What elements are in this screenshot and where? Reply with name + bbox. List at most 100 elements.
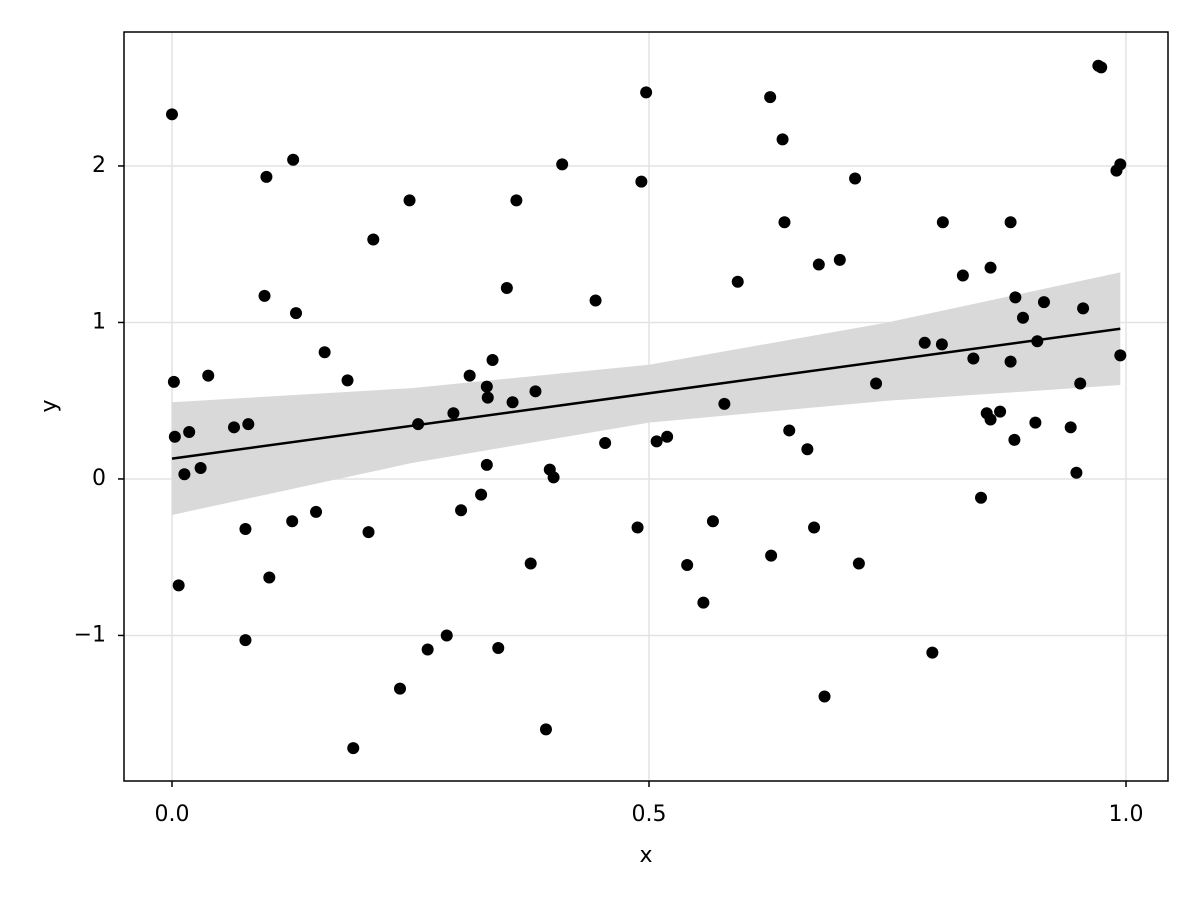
point [1095, 61, 1108, 74]
point [202, 369, 215, 382]
point [984, 413, 997, 426]
point [318, 346, 331, 359]
point [529, 385, 542, 398]
y-tick-label: 0 [92, 466, 106, 491]
point [539, 723, 552, 736]
x-tick-label: 0.0 [154, 802, 189, 827]
point [833, 253, 846, 266]
point [778, 216, 791, 229]
point [228, 421, 241, 434]
point [239, 634, 252, 647]
point [510, 194, 523, 207]
point [1004, 355, 1017, 368]
point [287, 153, 300, 166]
point [918, 336, 931, 349]
point [631, 521, 644, 534]
point [421, 643, 434, 656]
point [172, 579, 185, 592]
x-tick-label: 0.5 [632, 802, 667, 827]
point [239, 523, 252, 536]
point [1114, 349, 1127, 362]
point [260, 170, 273, 183]
point [731, 275, 744, 288]
point [1029, 416, 1042, 429]
point [1008, 433, 1021, 446]
point [1016, 311, 1029, 324]
point [1031, 335, 1044, 348]
point [926, 646, 939, 659]
y-tick-label: 2 [92, 153, 106, 178]
point [168, 430, 181, 443]
point [661, 430, 674, 443]
point [994, 405, 1007, 418]
point [394, 682, 407, 695]
point [194, 462, 207, 475]
point [650, 435, 663, 448]
point [440, 629, 453, 642]
point [347, 742, 360, 755]
point [1009, 291, 1022, 304]
point [936, 216, 949, 229]
point [681, 559, 694, 572]
point [463, 369, 476, 382]
x-tick-label: 1.0 [1109, 802, 1144, 827]
point [290, 307, 303, 320]
point [640, 86, 653, 99]
point [263, 571, 276, 584]
point [492, 641, 505, 654]
point [1064, 421, 1077, 434]
point [718, 397, 731, 410]
point [1070, 466, 1083, 479]
point [486, 354, 499, 367]
point [935, 338, 948, 351]
point [367, 233, 380, 246]
point [1004, 216, 1017, 229]
point [480, 458, 493, 471]
point [967, 352, 980, 365]
point [403, 194, 416, 207]
point [1037, 296, 1050, 309]
point [801, 443, 814, 456]
point [362, 526, 375, 539]
point [975, 491, 988, 504]
point [242, 418, 255, 431]
point [870, 377, 883, 390]
point [1077, 302, 1090, 315]
point [455, 504, 468, 517]
y-tick-label: 1 [92, 309, 106, 334]
point [506, 396, 519, 409]
y-axis-label: y [37, 399, 62, 412]
y-tick-label: −1 [74, 622, 106, 647]
point [178, 468, 191, 481]
point [852, 557, 865, 570]
point [475, 488, 488, 501]
fit-line [171, 327, 1121, 460]
point [984, 261, 997, 274]
point [165, 108, 178, 121]
point [956, 269, 969, 282]
point [310, 505, 323, 518]
plot-frame [123, 31, 1169, 782]
point [589, 294, 602, 307]
point [849, 172, 862, 185]
point [1074, 377, 1087, 390]
point [776, 133, 789, 146]
point [556, 158, 569, 171]
point [481, 391, 494, 404]
point [706, 515, 719, 528]
point [412, 418, 425, 431]
point [783, 424, 796, 437]
point [812, 258, 825, 271]
point [167, 375, 180, 388]
point [258, 289, 271, 302]
point [524, 557, 537, 570]
point [765, 549, 778, 562]
point [697, 596, 710, 609]
point [183, 426, 196, 439]
point [480, 380, 493, 393]
point [1114, 158, 1127, 171]
point [808, 521, 821, 534]
point [500, 282, 513, 295]
point [286, 515, 299, 528]
